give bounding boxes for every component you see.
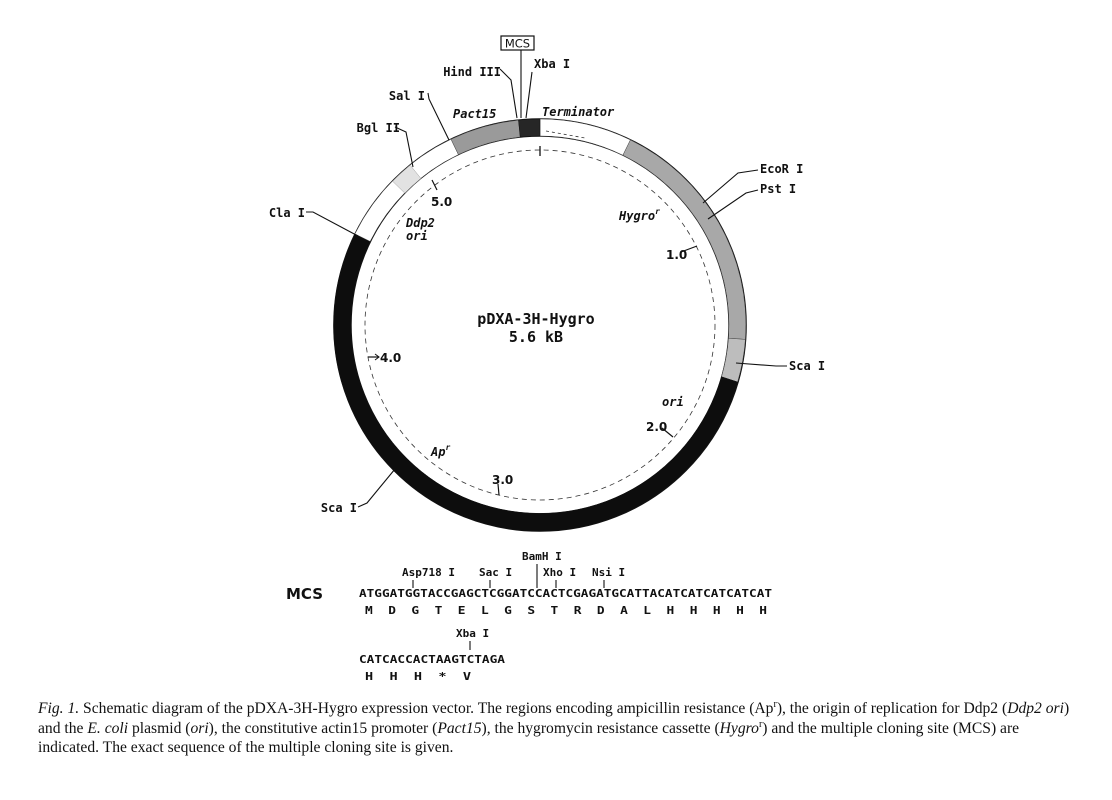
mcs1-site-nsii: Nsi I [592,566,625,579]
figure-caption: Fig. 1. Schematic diagram of the pDXA-3H… [38,699,1083,758]
region-label-ddp2: Ddp2 [405,216,435,230]
region-label-hygro: Hygror [618,207,660,223]
caption-italic-ori: ori [190,719,209,737]
mcs1-translation: M D G T E L G S T R D A L H H H H H [365,604,767,617]
caption-text-3: ) and the [38,700,1070,737]
caption-text-4: plasmid ( [128,719,191,737]
ruler-label-4: 4.0 [380,351,401,365]
region-label-pact15: Pact15 [453,107,496,121]
plasmid-size: 5.6 kB [509,328,563,346]
ruler-tick-5 [431,179,438,191]
region-label-terminator: Terminator [542,105,615,119]
mcs2-site-xbai: Xba I [456,627,489,640]
caption-text-1: Schematic diagram of the pDXA-3H-Hygro e… [79,700,774,717]
caption-text-2: ), the origin of replication for Ddp2 ( [776,700,1008,717]
ruler-tick-2 [661,427,674,438]
site-label-psti: Pst I [760,182,796,196]
caption-sup-1: r [773,698,777,710]
ruler-label-2: 2.0 [646,420,667,434]
ruler-tick-1 [680,245,698,253]
site-label-ecori: EcoR I [760,162,803,176]
region-label-ori: ori [662,395,684,409]
ruler-label-1: 1.0 [666,248,687,262]
plasmid-name: pDXA-3H-Hygro [477,310,594,328]
site-line-psti [707,189,759,220]
site-line-bglii [394,126,414,168]
region-mcs [518,118,541,138]
caption-fig-label: Fig. 1. [38,700,80,717]
site-line-clai [306,211,359,237]
caption-text-5: ), the constitutive actin15 promoter ( [208,719,438,737]
mcs2-translation: H H H * V [365,670,471,683]
ruler-label-5: 5.0 [431,195,452,209]
region-ddp2-ori-hatch [392,164,422,194]
mcs1-site-xhoi: Xho I [543,566,576,579]
site-label-sali: Sal I [389,89,425,103]
mcs1-site-asp718i: Asp718 I [402,566,455,579]
caption-sup-2: r [758,718,763,730]
region-label-ddp2-ori: ori [406,229,428,243]
ruler-arrow-4 [374,353,380,361]
region-hygro [622,139,747,340]
inner-dashed-circle [364,149,716,501]
mcs1-site-saci: Sac I [479,566,512,579]
mcs-box-label: MCS [505,37,530,51]
site-line-xbai [525,71,533,119]
site-label-xbai: Xba I [534,57,570,71]
site-line-sali [427,92,450,141]
mcs2-sequence: CATCACCACTAAGTCTAGA [359,653,505,666]
site-label-scai-left: Sca I [321,501,357,515]
region-ap [333,233,738,532]
site-label-scai-right: Sca I [789,359,825,373]
region-label-ap: Apr [430,443,450,459]
mcs-label: MCS [286,585,323,603]
caption-italic-ddp2-ori: Ddp2 ori [1007,700,1064,717]
mcs-box [500,35,535,51]
site-label-bglii: Bgl II [357,121,400,135]
site-label-clai: Cla I [269,206,305,220]
caption-italic-pact15: Pact15 [437,719,482,737]
site-line-hindiii [499,68,518,119]
caption-italic-ecoli: E. coli [87,719,129,737]
ruler-tick-3 [497,483,500,496]
ruler-label-3: 3.0 [492,473,513,487]
site-line-scai-right [735,362,787,367]
caption-text-7: ) and the multiple cloning site (MCS) ar… [38,719,1020,757]
caption-italic-hygro: Hygro [719,719,759,737]
region-pact15 [450,119,521,155]
site-line-scai-left [357,468,396,508]
site-label-hindiii: Hind III [443,65,501,79]
site-line-ecori [702,169,759,204]
terminator-dash [545,130,586,139]
mcs1-sequence: ATGGATGGTACCGAGCTCGGATCCACTCGAGATGCATTAC… [359,587,772,600]
caption-text-6: ), the hygromycin resistance cassette ( [481,719,720,737]
mcs1-site-bamhi: BamH I [522,550,562,563]
plasmid-map: 1.0 2.0 3.0 4.0 5.0 pDXA-3H-Hygro 5.6 kB… [269,35,825,683]
